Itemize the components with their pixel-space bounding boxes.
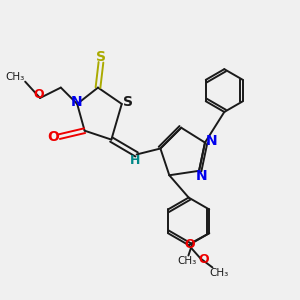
Text: CH₃: CH₃ [177, 256, 196, 266]
Text: O: O [184, 238, 195, 251]
Text: H: H [130, 154, 140, 167]
Text: O: O [33, 88, 44, 101]
Text: CH₃: CH₃ [209, 268, 229, 278]
Text: CH₃: CH₃ [5, 72, 24, 82]
Text: S: S [96, 50, 106, 64]
Text: N: N [196, 169, 208, 183]
Text: N: N [71, 95, 82, 110]
Text: N: N [206, 134, 217, 148]
Text: O: O [199, 253, 209, 266]
Text: O: O [47, 130, 59, 144]
Text: S: S [123, 95, 133, 110]
